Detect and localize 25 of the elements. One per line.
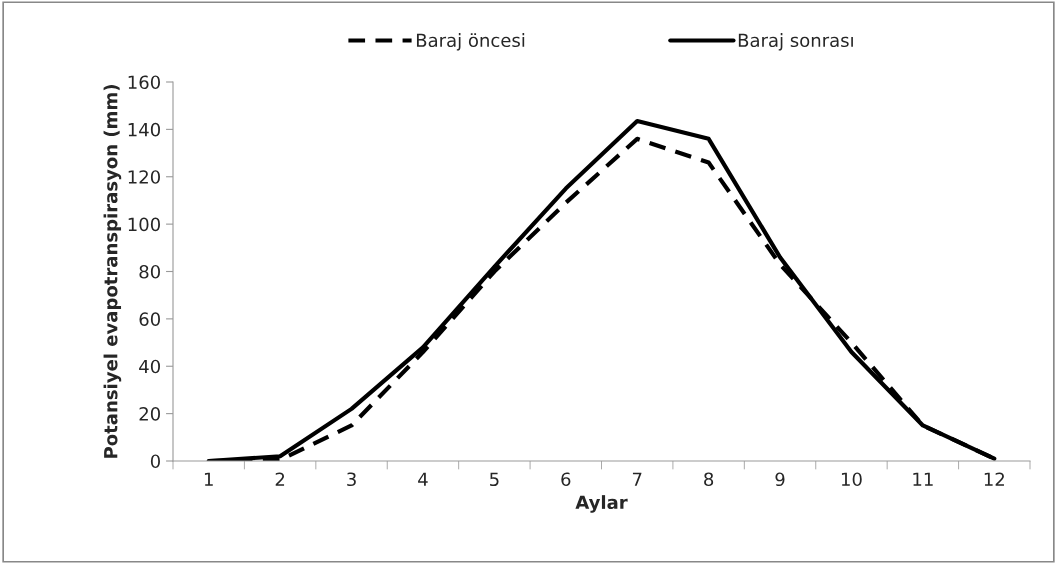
x-tick-label: 8 — [704, 472, 714, 487]
y-axis-title: Potansiyel evapotranspirasyon (mm) — [103, 85, 122, 458]
y-tick-label: 40 — [139, 359, 160, 374]
legend-label: Baraj öncesi — [416, 33, 525, 51]
x-tick-label: 11 — [913, 472, 933, 486]
y-tick-label: 0 — [150, 454, 160, 469]
x-tick-label: 5 — [490, 472, 499, 487]
x-axis-title: Aylar — [575, 495, 628, 513]
x-tick-label: 6 — [561, 472, 571, 487]
x-tick-label: 9 — [775, 472, 785, 487]
y-tick-label: 80 — [139, 264, 160, 279]
x-tick-label: 1 — [204, 472, 213, 486]
x-tick-label: 3 — [347, 472, 356, 487]
x-tick-label: 4 — [418, 472, 428, 486]
x-tick-label: 12 — [984, 472, 1004, 486]
y-tick-label: 120 — [128, 170, 160, 184]
x-tick-label: 2 — [275, 472, 285, 486]
y-tick-label: 60 — [139, 312, 160, 326]
x-tick-label: 7 — [632, 472, 642, 486]
y-tick-label: 100 — [128, 217, 160, 232]
y-tick-label: 20 — [139, 407, 160, 421]
x-tick-label: 10 — [841, 472, 862, 487]
legend-label: Baraj sonrası — [738, 33, 853, 51]
y-tick-label: 140 — [128, 122, 160, 137]
y-tick-label: 160 — [128, 75, 160, 90]
